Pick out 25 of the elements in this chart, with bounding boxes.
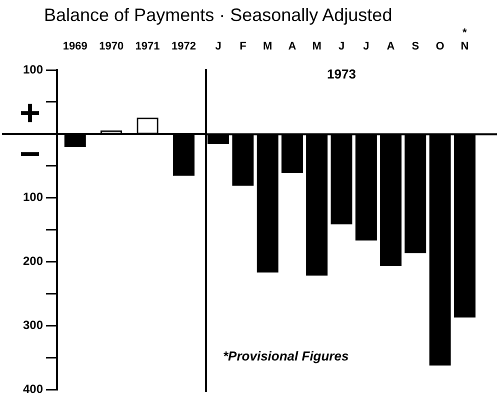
x-tick-label: 1970 — [99, 40, 124, 52]
annotation: *Provisional Figures — [223, 348, 349, 364]
annotation: 1973 — [327, 66, 356, 82]
x-tick-label: F — [240, 40, 247, 52]
text: − — [19, 132, 41, 174]
x-tick-label: M — [263, 40, 272, 52]
x-tick-label: M — [312, 40, 322, 52]
y-tick-label: 400 — [22, 382, 44, 396]
x-tick-label: J — [363, 40, 370, 52]
y-tick-label: 100 — [22, 62, 44, 76]
x-tick-label: A — [386, 40, 395, 52]
x-tick-label: 1971 — [135, 40, 160, 52]
x-tick-label: * N — [460, 27, 469, 52]
chart-title: Balance of Payments · Seasonally Adjusted — [44, 4, 392, 26]
x-tick-label: A — [288, 40, 296, 52]
x-tick-label: O — [436, 40, 445, 52]
x-tick-label: J — [338, 40, 345, 52]
y-tick-label: 300 — [22, 318, 44, 332]
x-tick-label: S — [412, 40, 420, 52]
y-tick-label: 200 — [22, 254, 44, 268]
x-tick-label: 1969 — [62, 40, 88, 52]
x-tick-label: 1972 — [172, 40, 196, 52]
x-tick-label: J — [215, 40, 222, 52]
y-tick-label: 100 — [22, 190, 44, 204]
text: + — [19, 92, 41, 133]
